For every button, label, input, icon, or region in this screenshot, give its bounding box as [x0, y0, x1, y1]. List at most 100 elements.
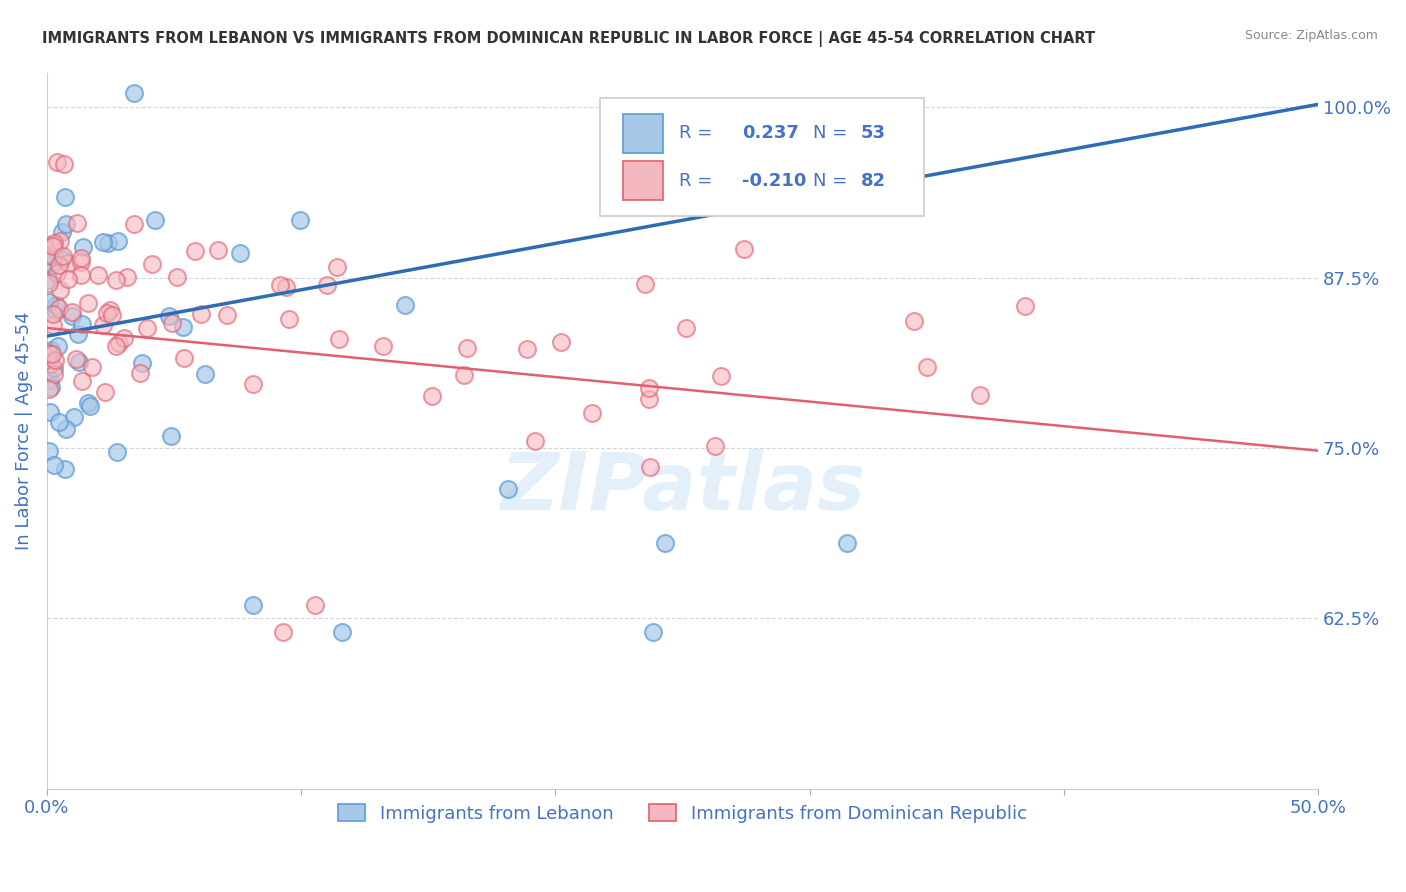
Point: [276, 280, 298, 294]
Point: [104, 273, 127, 287]
Bar: [600, 98, 924, 216]
Point: [229, 245, 252, 260]
Point: [67, 355, 90, 369]
Point: [703, 438, 725, 452]
Point: [55, 422, 77, 436]
Point: [420, 388, 443, 402]
Point: [41, 238, 63, 252]
Point: [581, 406, 603, 420]
Point: [173, 351, 195, 365]
Point: [41, 307, 63, 321]
Point: [112, 331, 135, 345]
Text: N =: N =: [814, 172, 853, 190]
Point: [38, 444, 60, 458]
Point: [108, 336, 131, 351]
Point: [49, 283, 72, 297]
Point: [58, 255, 80, 269]
Text: 53: 53: [860, 125, 886, 143]
Point: [217, 308, 239, 322]
Point: [141, 257, 163, 271]
Point: [62, 410, 84, 425]
Text: -0.210: -0.210: [742, 172, 807, 190]
Point: [70, 375, 93, 389]
Y-axis label: In Labor Force | Age 45-54: In Labor Force | Age 45-54: [15, 311, 32, 550]
Point: [51, 225, 73, 239]
Point: [56, 272, 79, 286]
Point: [269, 277, 291, 292]
Point: [79, 399, 101, 413]
Point: [42, 239, 65, 253]
Point: [45, 297, 67, 311]
Text: ZIPatlas: ZIPatlas: [501, 450, 865, 527]
Point: [143, 213, 166, 227]
Text: N =: N =: [814, 125, 853, 143]
Point: [48, 258, 70, 272]
Point: [66, 216, 89, 230]
Point: [41, 258, 63, 272]
Point: [69, 251, 91, 265]
Point: [242, 598, 264, 612]
Point: [394, 298, 416, 312]
Point: [550, 334, 572, 349]
Point: [48, 415, 70, 429]
Point: [82, 359, 104, 374]
Text: 82: 82: [860, 172, 886, 190]
Point: [325, 260, 347, 274]
Point: [77, 296, 100, 310]
Point: [72, 239, 94, 253]
Point: [41, 347, 63, 361]
Point: [48, 301, 70, 315]
Point: [44, 458, 66, 472]
Point: [799, 100, 821, 114]
Point: [733, 242, 755, 256]
Point: [38, 273, 60, 287]
Point: [38, 248, 60, 262]
Point: [288, 213, 311, 227]
Point: [122, 217, 145, 231]
Point: [41, 357, 63, 371]
Text: R =: R =: [679, 172, 717, 190]
Bar: [623, 114, 664, 153]
Point: [710, 369, 733, 384]
Point: [637, 392, 659, 406]
Point: [637, 381, 659, 395]
Text: R =: R =: [679, 125, 717, 143]
Point: [903, 314, 925, 328]
Point: [55, 218, 77, 232]
Point: [496, 482, 519, 496]
Point: [48, 234, 70, 248]
Legend: Immigrants from Lebanon, Immigrants from Dominican Republic: Immigrants from Lebanon, Immigrants from…: [330, 797, 1035, 830]
Point: [70, 318, 93, 332]
Point: [70, 268, 93, 282]
Point: [654, 536, 676, 550]
Point: [48, 339, 70, 353]
Point: [159, 428, 181, 442]
Point: [67, 326, 90, 341]
Point: [837, 536, 859, 550]
Point: [39, 256, 62, 270]
Point: [157, 309, 180, 323]
Point: [194, 367, 217, 381]
Point: [172, 319, 194, 334]
Text: IMMIGRANTS FROM LEBANON VS IMMIGRANTS FROM DOMINICAN REPUBLIC IN LABOR FORCE | A: IMMIGRANTS FROM LEBANON VS IMMIGRANTS FR…: [42, 31, 1095, 47]
Point: [105, 445, 128, 459]
Point: [207, 243, 229, 257]
Point: [38, 295, 60, 310]
Point: [70, 254, 93, 268]
Point: [638, 460, 661, 475]
Point: [38, 276, 60, 290]
Point: [675, 321, 697, 335]
Point: [752, 135, 775, 149]
Point: [117, 270, 139, 285]
Point: [42, 318, 65, 333]
Point: [131, 355, 153, 369]
Point: [44, 367, 66, 381]
Point: [96, 305, 118, 319]
Point: [44, 352, 66, 367]
Point: [39, 404, 62, 418]
Point: [94, 385, 117, 400]
Point: [91, 318, 114, 332]
Point: [107, 234, 129, 248]
Point: [271, 625, 294, 640]
Point: [332, 625, 354, 640]
